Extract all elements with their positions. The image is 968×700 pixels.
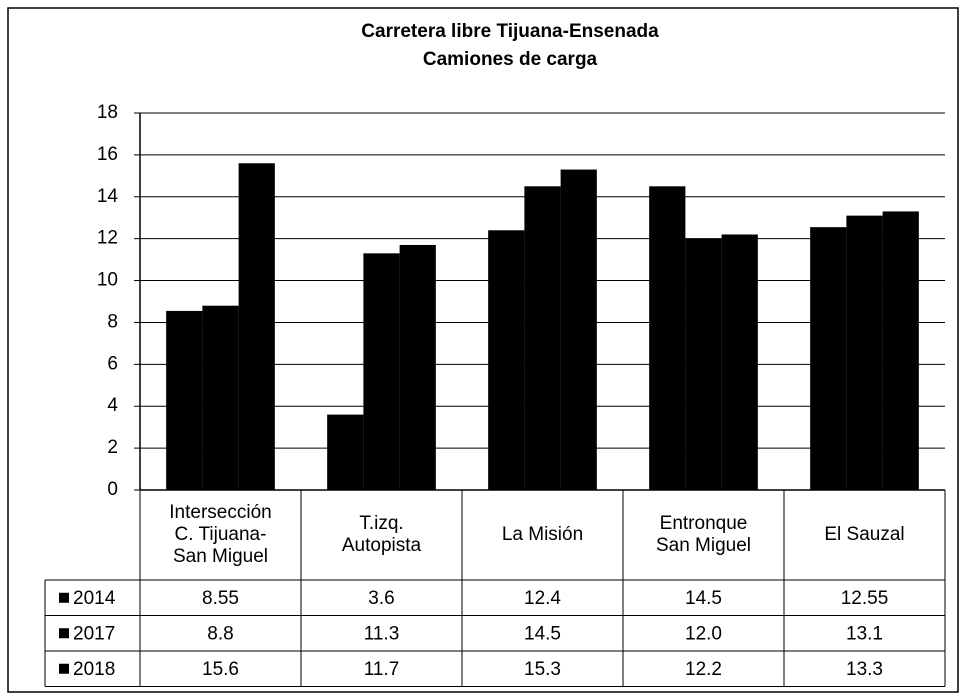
value-label: 11.7 bbox=[364, 659, 400, 680]
x-tick-label: El Sauzal bbox=[824, 524, 905, 545]
bar bbox=[810, 227, 847, 490]
bar bbox=[166, 310, 203, 490]
y-tick-label: 18 bbox=[97, 102, 118, 123]
legend-marker bbox=[59, 592, 69, 603]
value-label: 14.5 bbox=[685, 588, 722, 609]
category-cell: Entronque San Miguel bbox=[655, 513, 752, 556]
value-label: 15.6 bbox=[202, 659, 239, 680]
y-tick-label: 10 bbox=[97, 270, 118, 291]
category-cell: La Misión bbox=[501, 524, 584, 545]
value-label: 12.2 bbox=[685, 659, 722, 680]
x-tick-label: Intersección C. Tijuana- San Miguel bbox=[169, 502, 272, 567]
bar bbox=[882, 211, 919, 490]
value-label: 13.3 bbox=[846, 659, 883, 680]
legend-marker bbox=[59, 628, 69, 639]
category-cell: Intersección C. Tijuana- San Miguel bbox=[169, 502, 272, 567]
bar bbox=[399, 244, 436, 490]
category-cell: El Sauzal bbox=[824, 524, 905, 545]
chart-title: Carretera libre Tijuana-Ensenada bbox=[361, 21, 659, 42]
bar bbox=[363, 253, 400, 490]
y-tick-label: 6 bbox=[107, 353, 118, 374]
bar bbox=[327, 414, 364, 490]
bar bbox=[560, 169, 597, 491]
value-label: 3.6 bbox=[368, 588, 394, 609]
bar bbox=[488, 230, 525, 491]
y-tick-label: 14 bbox=[97, 186, 119, 207]
legend-marker bbox=[59, 663, 69, 674]
bar bbox=[238, 163, 275, 490]
bar bbox=[202, 305, 239, 490]
frame bbox=[7, 7, 959, 693]
x-tick-label: Entronque San Miguel bbox=[655, 513, 752, 556]
legend-label: 2017 bbox=[73, 623, 115, 644]
legend-label: 2018 bbox=[73, 659, 115, 680]
chart-subtitle: Camiones de carga bbox=[423, 49, 598, 70]
value-label: 11.3 bbox=[364, 623, 400, 644]
value-label: 12.4 bbox=[524, 588, 561, 609]
value-label: 12.0 bbox=[685, 623, 722, 644]
y-tick-label: 4 bbox=[107, 395, 118, 416]
value-label: 8.8 bbox=[207, 623, 233, 644]
x-tick-label: T.izq. Autopista bbox=[341, 513, 422, 556]
bar bbox=[846, 215, 883, 490]
y-tick-label: 16 bbox=[97, 144, 118, 165]
legend-label: 2014 bbox=[73, 588, 116, 609]
value-label: 14.5 bbox=[524, 623, 561, 644]
value-label: 13.1 bbox=[846, 623, 883, 644]
x-tick-label: La Misión bbox=[501, 524, 584, 545]
value-label: 12.55 bbox=[841, 588, 889, 609]
value-label: 15.3 bbox=[524, 659, 561, 680]
bar bbox=[685, 238, 722, 490]
y-tick-label: 2 bbox=[107, 437, 118, 458]
y-tick-label: 0 bbox=[107, 479, 118, 500]
y-tick-label: 12 bbox=[97, 228, 118, 249]
y-tick-label: 8 bbox=[107, 311, 118, 332]
value-label: 8.55 bbox=[202, 588, 239, 609]
bar bbox=[649, 186, 686, 491]
bar bbox=[721, 234, 758, 490]
bar bbox=[524, 186, 561, 491]
category-cell: T.izq. Autopista bbox=[341, 513, 422, 556]
